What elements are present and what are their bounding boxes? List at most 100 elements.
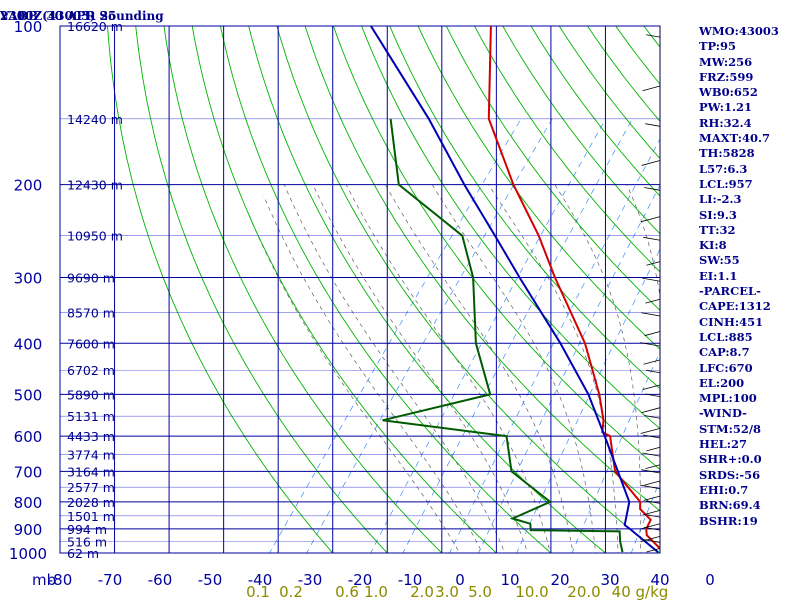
sounding-series xyxy=(370,26,660,553)
height-label: 3164 m xyxy=(67,464,115,479)
temperature-tick-label: -40 xyxy=(248,571,273,589)
index-item: CAPE:1312 xyxy=(699,299,771,314)
wind-barb xyxy=(643,236,661,241)
wind-barb xyxy=(643,359,661,365)
pressure-tick-label: 700 xyxy=(14,463,43,481)
wind-barb xyxy=(645,298,661,304)
index-item: LCL:885 xyxy=(699,329,753,344)
wind-barb xyxy=(643,434,661,439)
wind-barbs xyxy=(640,26,661,553)
wind-barb xyxy=(643,495,661,501)
pressure-tick-label: 900 xyxy=(14,521,43,539)
mixing-ratio-label: 2.0 xyxy=(410,583,434,600)
height-label: 6702 m xyxy=(67,363,115,378)
wind-barb xyxy=(645,393,661,398)
height-label: 8570 m xyxy=(67,306,115,321)
index-item: -PARCEL- xyxy=(699,284,761,299)
pressure-tick-label: 500 xyxy=(14,386,43,404)
pressure-tick-label: 600 xyxy=(14,428,43,446)
index-item: SW:55 xyxy=(699,253,740,268)
wind-barb xyxy=(646,547,661,553)
height-label: 7600 m xyxy=(67,336,115,351)
temperature-tick-label: -20 xyxy=(348,571,373,589)
dewpoint-line xyxy=(382,118,624,553)
wind-barb xyxy=(640,342,661,347)
height-label: 4433 m xyxy=(67,429,115,444)
wind-barb xyxy=(644,480,661,486)
mixing-ratio-label: 3.0 xyxy=(435,583,459,600)
plot-frame xyxy=(59,25,661,554)
pressure-tick-label: 800 xyxy=(14,494,43,512)
moist-adiabat xyxy=(247,211,461,553)
wind-barb xyxy=(640,427,661,434)
height-label: 14240 m xyxy=(67,112,123,127)
stability-indices-panel: WMO:43003 TP:95 MW:256 FRZ:599 WB0:652 PW:1.2… xyxy=(699,24,779,529)
wind-barb xyxy=(640,484,661,490)
pressure-tick-label: 300 xyxy=(14,269,43,287)
temperature-tick-label: -30 xyxy=(298,571,323,589)
index-item: L57:6.3 xyxy=(699,161,748,176)
wind-barb xyxy=(641,469,661,474)
wind-barb xyxy=(642,85,661,92)
index-item: TP:95 xyxy=(699,39,737,54)
index-item: CAP:8.7 xyxy=(699,345,750,360)
valid-time: 2300Z 30 APR 25 xyxy=(0,9,117,23)
index-item: RH:32.4 xyxy=(699,115,752,130)
dry-adiabat xyxy=(361,26,660,430)
mixing-ratio-label: 0.1 xyxy=(246,583,270,600)
wind-barb xyxy=(646,500,661,504)
dry-adiabat xyxy=(473,26,660,273)
height-label: 2028 m xyxy=(67,495,115,510)
index-item: HEL:27 xyxy=(699,437,747,452)
index-item: MAXT:40.7 xyxy=(699,131,770,146)
index-item: LCL:957 xyxy=(699,176,753,191)
moist-adiabat-lines xyxy=(247,184,660,553)
index-item: FRZ:599 xyxy=(699,69,754,84)
dry-adiabat xyxy=(389,26,660,390)
height-label: 10950 m xyxy=(67,229,123,244)
grid-lines xyxy=(59,25,661,554)
dry-adiabat xyxy=(135,26,388,553)
index-item: LFC:670 xyxy=(699,360,753,375)
temperature-tick-label: 40 xyxy=(650,571,669,589)
mixing-ratio-label: 1.0 xyxy=(364,583,388,600)
dry-adiabat xyxy=(417,26,660,350)
index-item: STM:52/8 xyxy=(699,421,762,436)
temperature-tick-label: 10 xyxy=(500,571,519,589)
mixing-ratio-label: 0.6 xyxy=(335,583,359,600)
moist-adiabat xyxy=(554,184,642,553)
index-item: CINH:451 xyxy=(699,314,764,329)
wind-barb xyxy=(640,216,661,223)
mixing-ratio-label: 0.2 xyxy=(279,583,303,600)
wind-barb xyxy=(641,312,661,317)
index-item: EL:200 xyxy=(699,375,745,390)
temperature-tick-label: 30 xyxy=(600,571,619,589)
temperature-tick-label: 0 xyxy=(705,571,715,589)
temperature-tick-label: -10 xyxy=(398,571,423,589)
moist-adiabat xyxy=(312,184,529,553)
wind-barb xyxy=(640,536,661,542)
height-label: 9690 m xyxy=(67,270,115,285)
index-item: MW:256 xyxy=(699,54,753,69)
height-label: 2577 m xyxy=(67,480,115,495)
height-label: 62 m xyxy=(67,546,99,561)
wind-barb xyxy=(646,446,661,452)
dry-adiabat-lines xyxy=(107,26,660,553)
height-label: 516 m xyxy=(67,534,107,549)
wind-barb xyxy=(644,526,661,531)
dry-adiabat xyxy=(248,26,607,553)
wind-barb xyxy=(641,160,661,166)
index-item: KI:8 xyxy=(699,238,727,253)
index-item: MPL:100 xyxy=(699,391,757,406)
mixing-ratio-label: 20.0 xyxy=(567,583,600,600)
index-item: EHI:0.7 xyxy=(699,482,749,497)
mixing-ratio-label: 40 g/kg xyxy=(612,583,669,600)
wind-barb xyxy=(644,187,661,191)
wind-barb xyxy=(642,277,661,282)
index-item: BRN:69.4 xyxy=(699,498,761,513)
mixing-ratio-label: 5.0 xyxy=(468,583,492,600)
pressure-tick-label: 200 xyxy=(14,177,43,195)
height-label: 12430 m xyxy=(67,178,123,193)
index-item: LI:-2.3 xyxy=(699,192,742,207)
